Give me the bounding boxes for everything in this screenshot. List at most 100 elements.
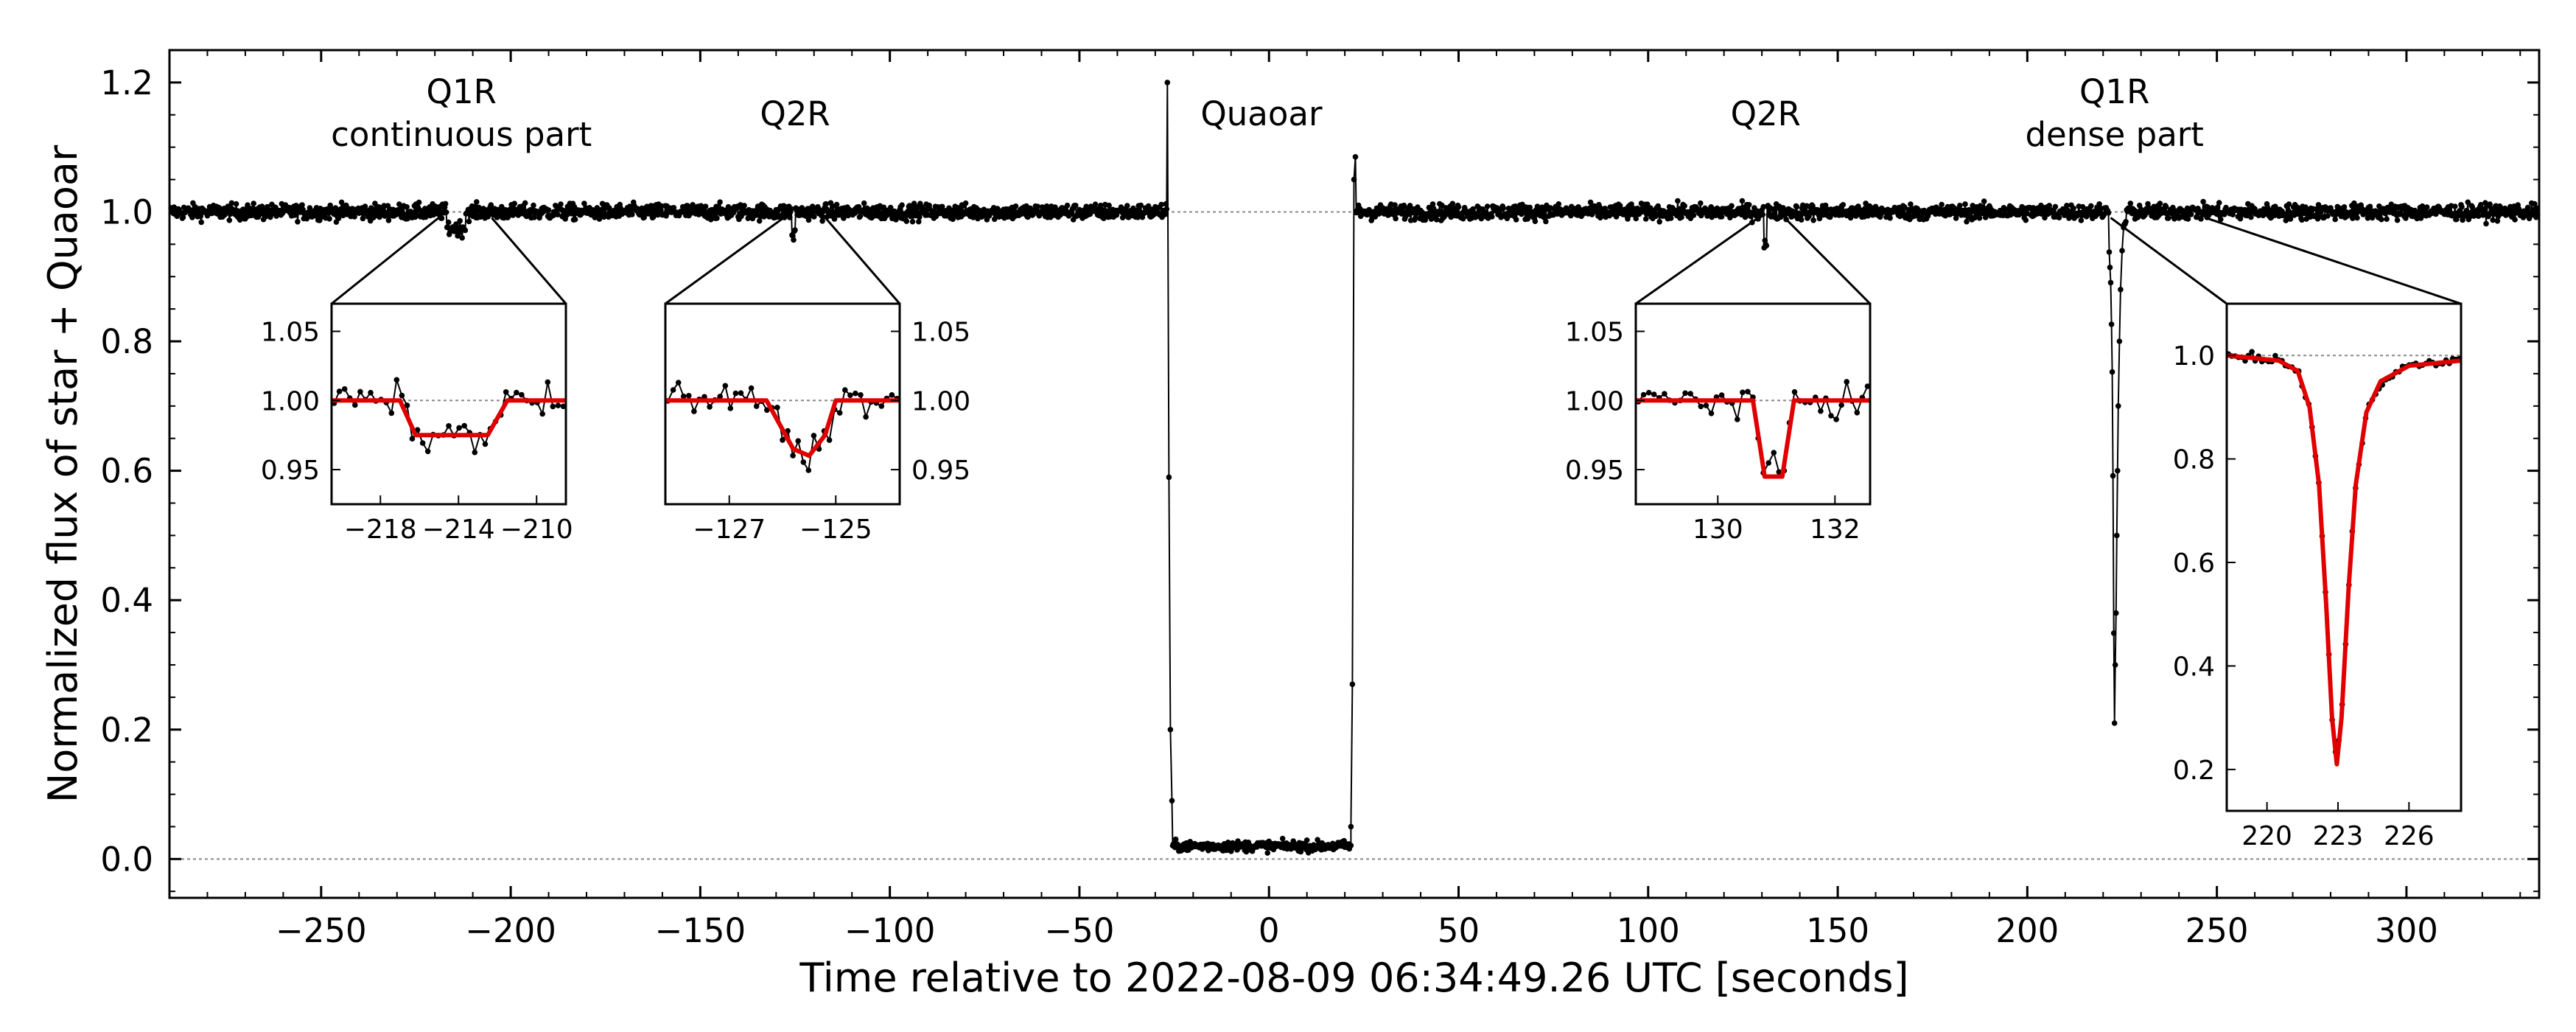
- inset-x-tick-label: 226: [2384, 821, 2435, 851]
- data-point: [2248, 214, 2254, 220]
- data-point: [650, 214, 657, 220]
- inset-data-point: [1735, 416, 1740, 422]
- data-point: [572, 216, 578, 223]
- data-point: [1964, 218, 1970, 225]
- data-point: [939, 203, 945, 210]
- data-point: [2064, 203, 2070, 209]
- data-point: [1455, 204, 1462, 210]
- data-point: [2113, 610, 2119, 616]
- data-point: [385, 203, 391, 209]
- data-point: [2088, 203, 2094, 209]
- inset-frame: [330, 302, 567, 506]
- inset-model-curve: [665, 398, 900, 459]
- inset-data-point: [388, 410, 395, 416]
- data-point: [787, 215, 793, 220]
- inset-data-point: [352, 402, 358, 408]
- data-point: [1351, 176, 1357, 183]
- inset-data-point: [863, 414, 869, 420]
- inset-x-tick-label: −214: [422, 515, 495, 545]
- inset-y-tick-label: 1.00: [1565, 386, 1624, 416]
- inset-data-point: [1818, 408, 1824, 414]
- data-point: [1393, 215, 1399, 222]
- data-point: [916, 218, 922, 225]
- data-point: [404, 204, 410, 210]
- inset-data-point: [853, 390, 858, 397]
- data-point: [2157, 201, 2163, 206]
- data-point: [2532, 201, 2538, 207]
- data-point: [1543, 218, 1549, 225]
- inset-x-tick-label: −210: [500, 515, 573, 545]
- data-point: [233, 201, 239, 207]
- inset-x-tick-label: 220: [2241, 821, 2292, 851]
- inset-data-point: [670, 387, 676, 393]
- y-tick-label: 0.2: [100, 711, 153, 750]
- inset-data-point: [1682, 390, 1688, 397]
- data-point: [2078, 217, 2085, 223]
- inset-data-point: [1698, 403, 1704, 410]
- data-point: [1656, 219, 1662, 225]
- data-point: [2185, 216, 2191, 222]
- data-point: [1106, 202, 1112, 209]
- data-point: [1555, 201, 1562, 207]
- inset-data-point: [2272, 352, 2278, 359]
- inset-panel: −127 −125 0.95 1.00 1.05: [664, 217, 970, 545]
- inset-data-point: [1708, 411, 1715, 416]
- data-point: [1460, 215, 1466, 222]
- data-point: [701, 208, 707, 215]
- data-point: [1628, 201, 1634, 207]
- inset-data-point: [780, 437, 785, 443]
- data-point: [226, 217, 233, 223]
- inset-connector: [491, 217, 567, 304]
- data-point: [2108, 321, 2115, 327]
- inset-data-point: [419, 440, 426, 446]
- data-point: [855, 203, 862, 210]
- inset-panel: 220 223 226 0.2 0.4 0.6 0.8 1.0: [2110, 217, 2463, 851]
- data-point: [1847, 215, 1854, 221]
- data-point: [911, 201, 917, 206]
- inset-data-point: [675, 380, 682, 386]
- data-point: [2494, 218, 2501, 224]
- data-point: [962, 200, 969, 206]
- inset-data-point: [764, 407, 770, 414]
- data-point: [1169, 798, 1175, 804]
- y-tick-label: 0.6: [100, 452, 153, 491]
- data-point: [1087, 211, 1093, 217]
- inset-data-point: [847, 392, 853, 398]
- annotation-label: continuous part: [331, 115, 592, 154]
- inset-data-point: [336, 388, 343, 394]
- x-axis-label: Time relative to 2022-08-09 06:34:49.26 …: [799, 955, 1908, 1001]
- data-point: [1035, 203, 1041, 210]
- data-point: [1763, 243, 1770, 249]
- inset-data-point: [680, 393, 687, 400]
- inset-data-point: [790, 453, 796, 459]
- data-point: [1401, 202, 1407, 209]
- inset-x-tick-label: −218: [344, 515, 417, 545]
- inset-data-point: [555, 402, 561, 408]
- data-point: [273, 204, 279, 211]
- inset-y-tick-label: 1.05: [1565, 318, 1624, 348]
- inset-data-point: [1776, 469, 1782, 475]
- data-point: [907, 213, 914, 220]
- data-point: [2145, 201, 2151, 207]
- data-point: [1167, 727, 1174, 733]
- data-point: [1976, 215, 1983, 221]
- inset-data-point: [842, 387, 848, 393]
- data-point: [1739, 198, 1746, 204]
- data-point: [2384, 216, 2390, 223]
- data-point: [1679, 214, 1684, 220]
- data-point: [2188, 212, 2194, 217]
- data-point: [2299, 217, 2305, 223]
- data-point: [788, 206, 794, 212]
- data-point: [372, 201, 378, 206]
- inset-data-point: [738, 390, 744, 396]
- inset-data-point: [1838, 402, 1844, 408]
- data-point: [1349, 681, 1356, 688]
- inset-data-point: [1745, 388, 1751, 395]
- inset-data-point: [774, 405, 780, 411]
- data-point: [2394, 217, 2401, 223]
- data-point: [522, 200, 528, 206]
- data-point: [823, 201, 829, 207]
- data-point: [261, 207, 267, 214]
- data-point: [903, 218, 910, 224]
